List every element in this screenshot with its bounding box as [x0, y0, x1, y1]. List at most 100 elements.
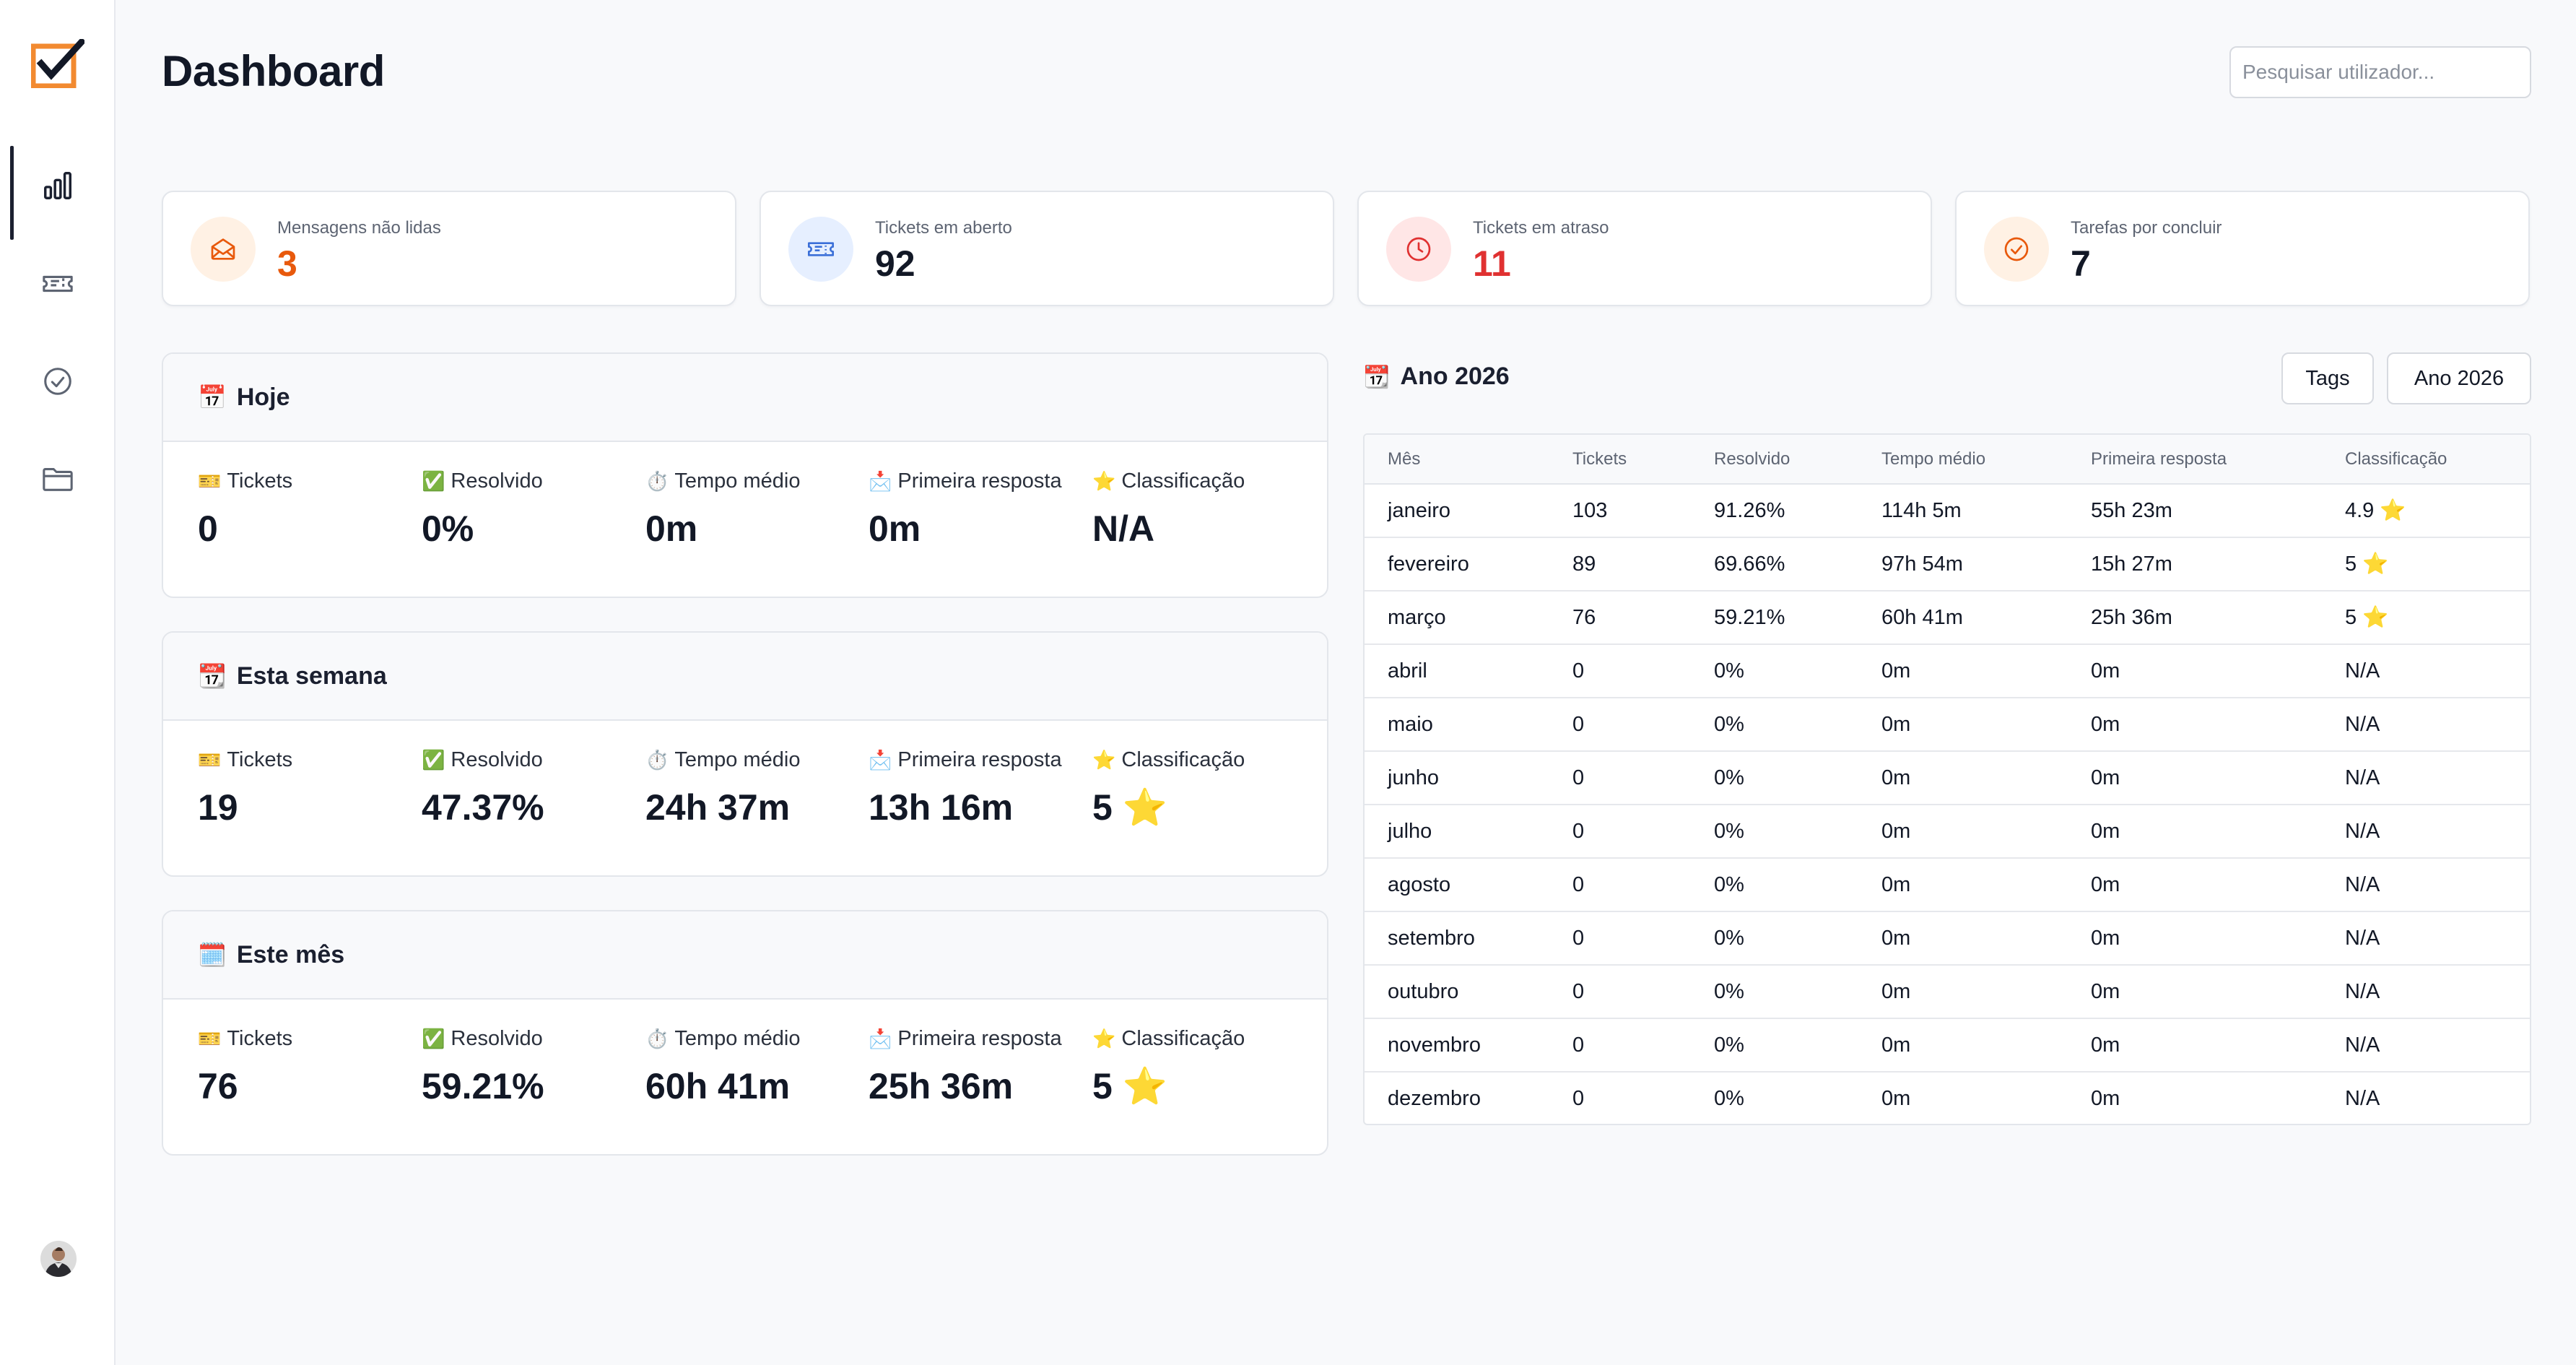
table-cell: 0m [1858, 965, 2068, 1019]
table-cell: 0 [1572, 1087, 1585, 1110]
table-cell: outubro [1365, 965, 1549, 1019]
clock-icon [1406, 237, 1431, 261]
period-header: 🗓️ Este mês [163, 911, 1327, 1000]
table-cell: N/A [2322, 698, 2530, 752]
table-row[interactable]: outubro 0 0% 0m 0m N/A [1365, 965, 2530, 1019]
table-cell: 0 [1549, 751, 1691, 805]
table-row[interactable]: setembro 0 0% 0m 0m N/A [1365, 911, 2530, 966]
table-cell: 0m [1858, 858, 2068, 912]
table-cell: 0m [2068, 644, 2322, 698]
metric-resolved: ✅ Resolvido 59.21% [422, 1027, 544, 1107]
stat-card-open-tickets[interactable]: Tickets em aberto 92 [760, 191, 1334, 306]
table-cell: 0 [1549, 965, 1691, 1019]
checkbox-logo-icon[interactable] [31, 39, 84, 88]
stat-card-unread-messages[interactable]: Mensagens não lidas 3 [162, 191, 736, 306]
table-cell: março [1365, 591, 1549, 645]
ticket-icon [808, 242, 834, 256]
sidebar-item-files[interactable] [0, 439, 116, 519]
table-row[interactable]: agosto 0 0% 0m 0m N/A [1365, 858, 2530, 912]
mailbox-icon: 📩 [869, 1028, 892, 1049]
column-header[interactable]: Tickets [1549, 435, 1691, 485]
mailbox-icon: 📩 [869, 749, 892, 771]
table-header-row: Mês Tickets Resolvido Tempo médio Primei… [1365, 435, 2530, 485]
table-cell: 0m [2068, 751, 2322, 805]
table-row[interactable]: janeiro 103 91.26% 114h 5m 55h 23m 4.9 ⭐ [1365, 484, 2530, 538]
period-card-today: 📅 Hoje 🎫 Tickets 0 ✅ Resolvido 0% ⏱️ Tempo … [162, 352, 1328, 598]
stat-label: Mensagens não lidas [277, 218, 441, 238]
year-select-button[interactable]: Ano 2026 [2387, 352, 2531, 404]
table-cell: 0 [1549, 911, 1691, 966]
table-row[interactable]: julho 0 0% 0m 0m N/A [1365, 805, 2530, 859]
table-cell: 60h 41m [1858, 591, 2068, 645]
metric-value: N/A [1092, 508, 1155, 549]
stat-card-overdue-tickets[interactable]: Tickets em atraso 11 [1357, 191, 1932, 306]
metric-value: 0m [869, 508, 921, 549]
period-title: Este mês [236, 940, 345, 968]
table-row[interactable]: março 76 59.21% 60h 41m 25h 36m 5 ⭐ [1365, 591, 2530, 645]
table-cell: 0m [2068, 911, 2322, 966]
table-row[interactable]: abril 0 0% 0m 0m N/A [1365, 644, 2530, 698]
metric-value: 0% [422, 508, 474, 549]
table-cell: 89 [1549, 537, 1691, 592]
metric-label: Tickets [227, 469, 293, 493]
table-cell: 0m [2068, 965, 2322, 1019]
table-cell: julho [1365, 805, 1549, 859]
search-input[interactable] [2229, 46, 2531, 98]
metric-label: Resolvido [451, 1027, 543, 1050]
mail-open-icon [211, 238, 235, 260]
calendar-icon: 📅 [198, 384, 227, 410]
table-cell: junho [1365, 751, 1549, 805]
table-row[interactable]: dezembro 0 0% 0m 0m N/A [1365, 1072, 2530, 1124]
check-mark-icon: ✅ [422, 470, 445, 492]
table-cell: 0m [2068, 698, 2322, 752]
ticket-icon [43, 275, 73, 292]
metric-value: 76 [198, 1066, 238, 1106]
table-cell: 0% [1691, 805, 1858, 859]
sidebar-item-dashboard[interactable] [0, 146, 116, 240]
stat-card-pending-tasks[interactable]: Tarefas por concluir 7 [1955, 191, 2530, 306]
table-cell: 0m [1858, 1018, 2068, 1072]
table-cell: N/A [2322, 751, 2530, 805]
table-cell: 0% [1714, 1087, 1744, 1110]
folder-icon [43, 468, 73, 491]
table-cell: 0% [1691, 911, 1858, 966]
column-header[interactable]: Resolvido [1691, 435, 1858, 485]
table-row[interactable]: junho 0 0% 0m 0m N/A [1365, 751, 2530, 805]
table-row[interactable]: novembro 0 0% 0m 0m N/A [1365, 1018, 2530, 1072]
calendar-icon: 📆 [1363, 365, 1391, 389]
avatar[interactable] [40, 1241, 77, 1277]
table-row[interactable]: fevereiro 89 69.66% 97h 54m 15h 27m 5 ⭐ [1365, 537, 2530, 592]
metric-label: Classificação [1121, 469, 1245, 493]
metric-label: Tempo médio [674, 748, 801, 771]
table-cell: N/A [2322, 965, 2530, 1019]
column-header[interactable]: Tempo médio [1858, 435, 2068, 485]
metric-tickets: 🎫 Tickets 76 [198, 1027, 292, 1107]
metric-label: Primeira resposta [897, 469, 1062, 493]
column-header[interactable]: Mês [1365, 435, 1549, 485]
period-title: Esta semana [236, 662, 387, 690]
period-title: Hoje [236, 383, 290, 411]
sidebar-item-tasks[interactable] [0, 342, 116, 421]
year-table: Mês Tickets Resolvido Tempo médio Primei… [1363, 433, 2531, 1125]
column-header[interactable]: Classificação [2322, 435, 2530, 485]
table-cell: dezembro [1388, 1087, 1481, 1110]
sidebar [0, 0, 116, 1365]
table-cell: 0% [1691, 644, 1858, 698]
table-cell: 76 [1549, 591, 1691, 645]
stat-value: 7 [2071, 243, 2091, 284]
metric-value: 0m [645, 508, 698, 549]
table-cell: fevereiro [1365, 537, 1549, 592]
calendar-icon: 🗓️ [198, 942, 227, 968]
tags-button[interactable]: Tags [2281, 352, 2374, 404]
check-mark-icon: ✅ [422, 749, 445, 771]
metric-avg-time: ⏱️ Tempo médio 0m [645, 469, 800, 550]
table-row[interactable]: maio 0 0% 0m 0m N/A [1365, 698, 2530, 752]
column-header[interactable]: Primeira resposta [2068, 435, 2322, 485]
stat-label: Tickets em atraso [1473, 218, 1609, 238]
year-section-title: 📆 Ano 2026 [1363, 363, 1510, 391]
metric-value: 0 [198, 508, 218, 549]
metric-resolved: ✅ Resolvido 0% [422, 469, 543, 550]
metric-value: 5 ⭐ [1092, 1066, 1167, 1106]
table-cell: 0m [1858, 751, 2068, 805]
sidebar-item-tickets[interactable] [0, 244, 116, 324]
